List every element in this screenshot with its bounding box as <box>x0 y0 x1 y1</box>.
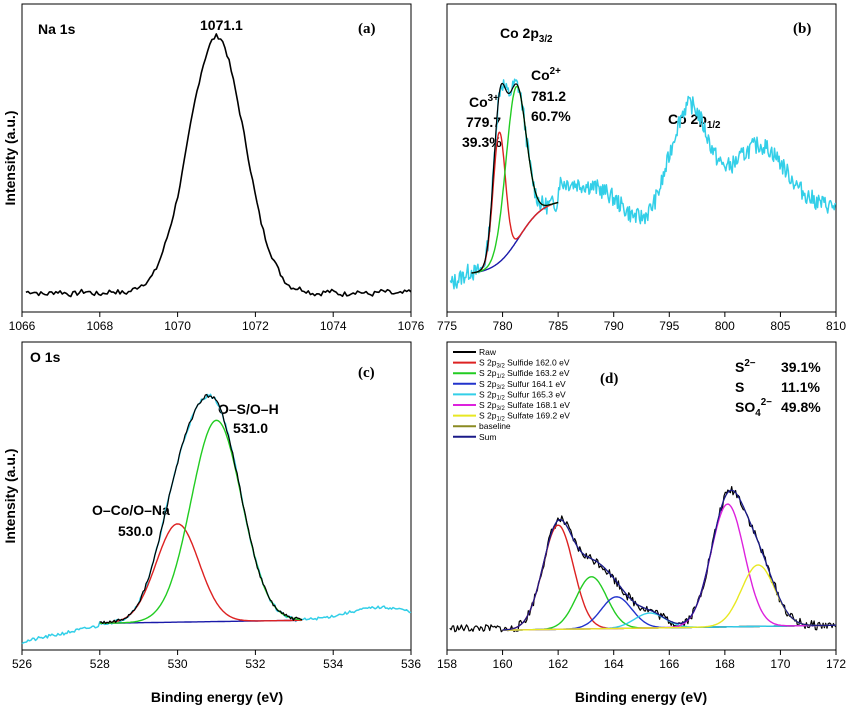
na-1s-spectrum-line <box>25 33 412 298</box>
o-co-value: 530.0 <box>118 523 153 539</box>
x-tick-label: 530 <box>168 657 188 671</box>
co-2p12-annotation: Co 2p1/2 <box>668 111 721 131</box>
x-tick-label: 168 <box>715 657 735 671</box>
x-tick-label: 164 <box>604 657 624 671</box>
composition-s2-label: S2− <box>735 358 756 375</box>
panel-b-curves <box>449 78 836 290</box>
panel-d-frame <box>446 341 837 651</box>
x-tick-label: 795 <box>659 319 679 333</box>
panel-c-x-axis-label: Binding energy (eV) <box>151 689 283 705</box>
panel-c-title: O 1s <box>30 349 61 365</box>
legend-entry: S 2p3/2 Sulfate 168.1 eV <box>479 400 570 412</box>
legend-entry: S 2p1/2 Sulfate 169.2 eV <box>479 411 570 423</box>
o-s-value: 531.0 <box>233 420 268 436</box>
y-axis-label-top: Intensity (a.u.) <box>2 111 18 206</box>
panel-d-x-ticks: 158 160 162 164 166 168 170 172 <box>437 650 846 671</box>
x-tick-label: 162 <box>548 657 568 671</box>
panel-a-frame <box>21 3 412 313</box>
co2-percent: 60.7% <box>531 108 571 124</box>
panel-c-label: (c) <box>358 365 375 381</box>
x-tick-label: 536 <box>401 657 421 671</box>
panel-b: (b) Co 2p3/2 Co3+ 779.7 39.3% Co2+ 781.2… <box>437 3 846 333</box>
legend-entry: Sum <box>479 432 496 442</box>
x-tick-label: 526 <box>12 657 32 671</box>
co3-value: 779.7 <box>466 114 501 130</box>
o-1s-raw-line <box>21 393 412 645</box>
panel-a: Na 1s (a) 1071.1 1066 1068 1070 1072 1074 107… <box>9 3 425 333</box>
x-tick-label: 1068 <box>86 319 113 333</box>
o-1s-envelope-line <box>99 393 303 625</box>
panel-a-title: Na 1s <box>38 21 76 37</box>
sulfur-raw-line <box>449 486 837 633</box>
legend-entry: S 2p1/2 Sulfur 165.3 eV <box>479 389 566 401</box>
x-tick-label: 800 <box>715 319 735 333</box>
x-tick-label: 166 <box>659 657 679 671</box>
panel-b-label: (b) <box>793 21 811 37</box>
co-2p-raw-line <box>449 78 836 290</box>
composition-s-percent: 11.1% <box>781 379 820 395</box>
x-tick-label: 780 <box>493 319 513 333</box>
x-tick-label: 775 <box>437 319 457 333</box>
x-tick-label: 810 <box>826 319 846 333</box>
panel-c: O 1s (c) O–Co/O–Na 530.0 O–S/O–H 531.0 5… <box>12 341 421 705</box>
co-2p-envelope-line <box>471 82 559 274</box>
co2-value: 781.2 <box>531 88 566 104</box>
panel-b-x-ticks: 775 780 785 790 795 800 805 810 <box>437 312 846 333</box>
legend-entry: baseline <box>479 421 511 431</box>
co3-percent: 39.3% <box>462 134 502 150</box>
legend-entry: S 2p3/2 Sulfide 162.0 eV <box>479 358 570 370</box>
panel-b-frame <box>446 3 837 313</box>
legend-entry: Raw <box>479 347 497 357</box>
legend-entry: S 2p3/2 Sulfur 164.1 eV <box>479 379 566 391</box>
panel-c-curves <box>21 393 412 645</box>
x-tick-label: 1076 <box>398 319 425 333</box>
x-tick-label: 1072 <box>242 319 269 333</box>
y-axis-label-bottom: Intensity (a.u.) <box>2 449 18 544</box>
panel-a-peak-annotation: 1071.1 <box>200 17 243 33</box>
panel-d-x-axis-label: Binding energy (eV) <box>575 689 707 705</box>
x-tick-label: 158 <box>437 657 457 671</box>
o-co-annotation: O–Co/O–Na <box>92 502 170 518</box>
panel-c-frame <box>21 341 412 651</box>
x-tick-label: 1066 <box>9 319 36 333</box>
x-tick-label: 532 <box>245 657 265 671</box>
composition-s2-percent: 39.1% <box>781 359 821 375</box>
o-s-annotation: O–S/O–H <box>218 401 279 417</box>
panel-c-x-ticks: 526 528 530 532 534 536 <box>12 650 421 671</box>
x-tick-label: 170 <box>770 657 790 671</box>
x-tick-label: 160 <box>493 657 513 671</box>
co2-annotation: Co2+ <box>531 66 561 83</box>
panel-a-x-ticks: 1066 1068 1070 1072 1074 1076 <box>9 312 425 333</box>
x-tick-label: 528 <box>90 657 110 671</box>
composition-so4-label: SO42− <box>735 397 772 419</box>
x-tick-label: 785 <box>548 319 568 333</box>
co-2p32-annotation: Co 2p3/2 <box>500 25 553 45</box>
panel-a-label: (a) <box>358 21 376 37</box>
x-tick-label: 1074 <box>320 319 347 333</box>
legend-entry: S 2p1/2 Sulfide 163.2 eV <box>479 368 570 380</box>
x-tick-label: 805 <box>770 319 790 333</box>
panel-a-curves <box>25 33 412 298</box>
x-tick-label: 790 <box>604 319 624 333</box>
x-tick-label: 1070 <box>164 319 191 333</box>
x-tick-label: 534 <box>323 657 343 671</box>
o-s-fit-line <box>99 419 303 624</box>
sulfur-composition: S2− 39.1% S 11.1% SO42− 49.8% <box>735 358 821 419</box>
composition-s-label: S <box>735 379 744 395</box>
sulfur-sum-line <box>502 489 836 631</box>
x-tick-label: 172 <box>826 657 846 671</box>
panel-d-curves <box>449 486 837 633</box>
co3-annotation: Co3+ <box>469 93 499 110</box>
panel-d-label: (d) <box>600 371 618 387</box>
composition-so4-percent: 49.8% <box>781 399 821 415</box>
